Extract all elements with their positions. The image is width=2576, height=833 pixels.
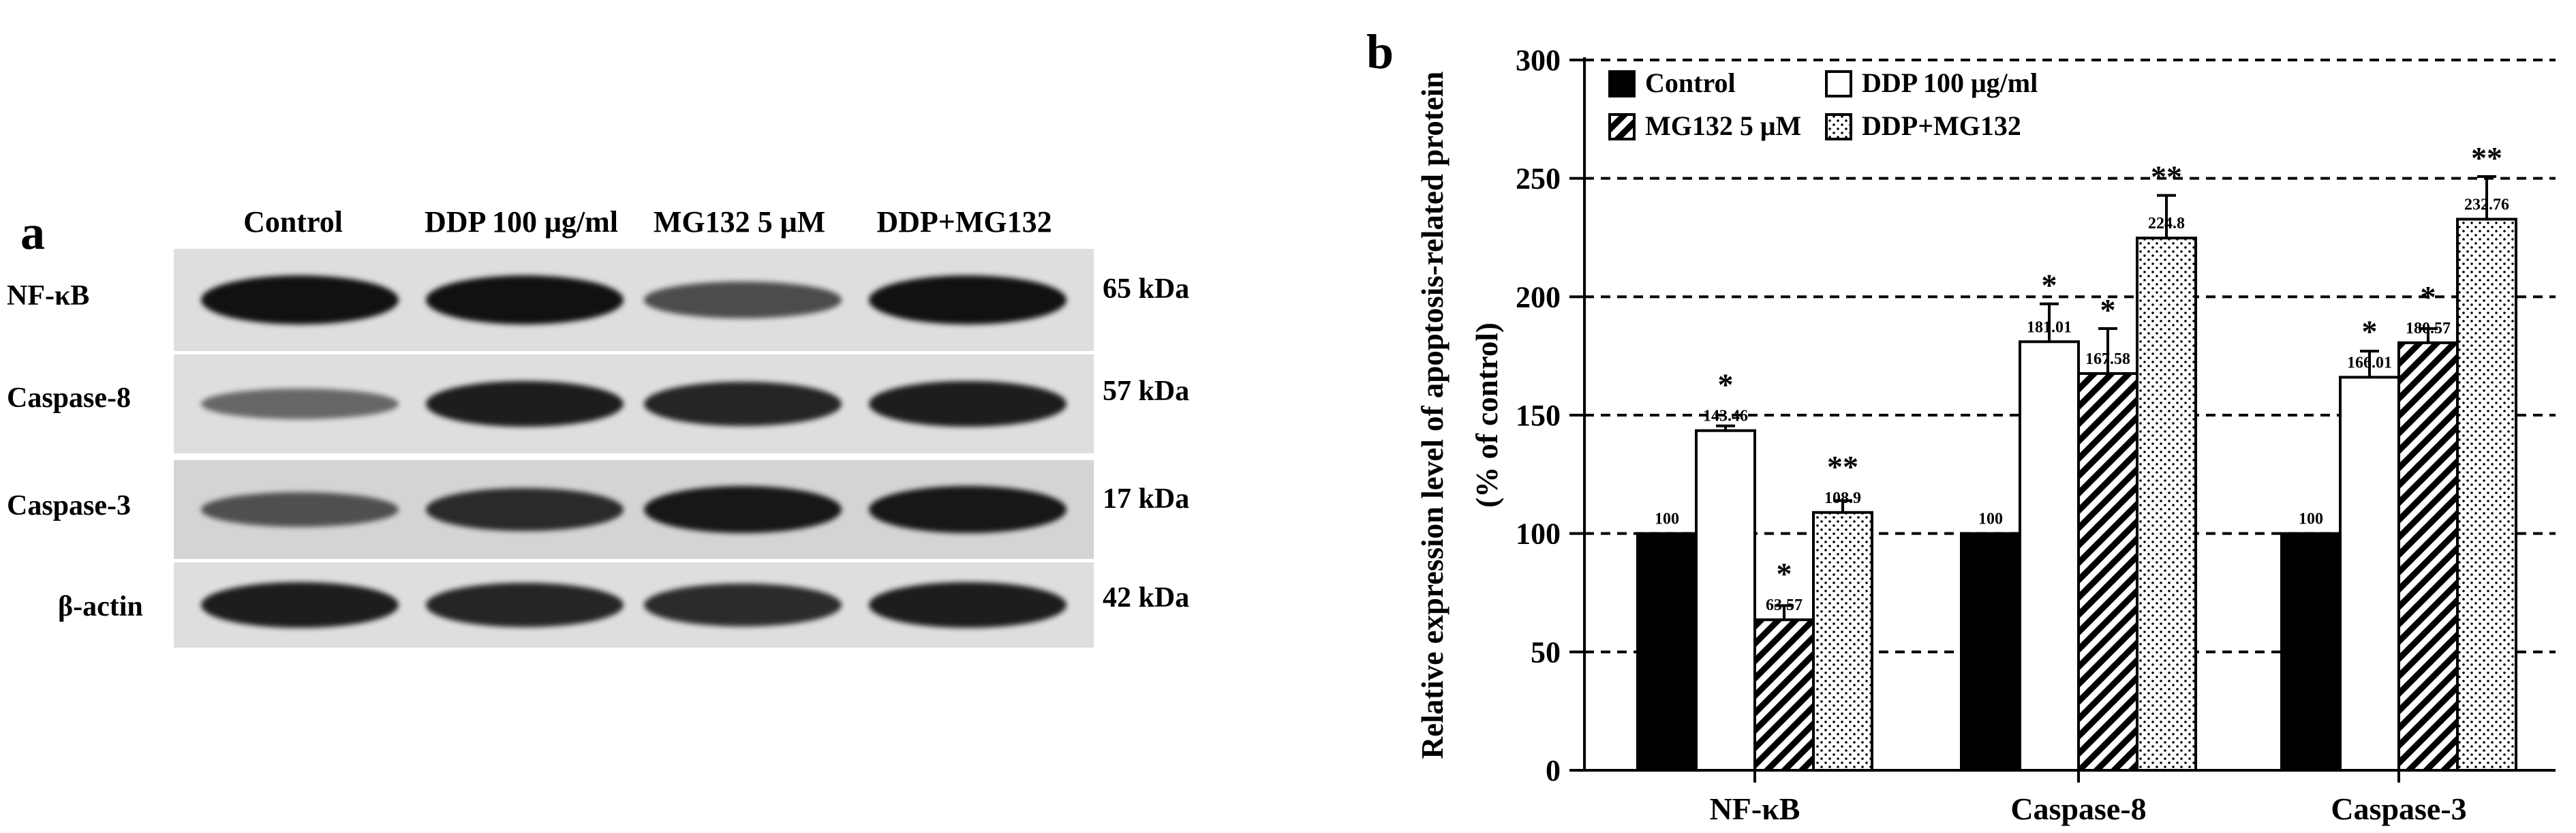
blot-strip-nfkb: [174, 249, 1094, 351]
data-label: 180.57: [2406, 320, 2451, 337]
significance-marker: **: [2471, 140, 2502, 175]
legend-swatch: [1825, 113, 1852, 140]
bar: [1636, 532, 1698, 772]
data-label: 63.57: [1766, 596, 1803, 614]
blot-band-caspase3-lane-1: [201, 492, 399, 527]
bar: [2280, 532, 2342, 772]
blot-band-nfkb-lane-4: [869, 275, 1067, 324]
row-label-caspase3: Caspase-3: [7, 490, 132, 521]
y-tick-label: 300: [1516, 44, 1561, 77]
blot-band-caspase8-lane-3: [644, 381, 842, 427]
blot-band-beta-actin-lane-2: [426, 582, 624, 628]
blot-band-beta-actin-lane-3: [644, 583, 842, 627]
blot-strip-caspase8: [174, 354, 1094, 453]
x-category-label: Caspase-8: [2010, 791, 2146, 826]
blot-band-nfkb-lane-2: [426, 275, 624, 324]
bar: [2136, 237, 2197, 772]
blot-band-nfkb-lane-1: [201, 275, 399, 324]
bar: [2397, 341, 2459, 772]
blot-band-caspase3-lane-3: [644, 485, 842, 534]
data-label: 232.76: [2464, 196, 2509, 214]
data-label: 143.46: [1703, 408, 1748, 425]
data-label: 100: [1655, 511, 1679, 528]
y-axis-title: Relative expression level of apoptosis-r…: [1415, 72, 1450, 759]
legend-label: DDP 100 μg/ml: [1862, 67, 2038, 98]
bar: [2339, 376, 2400, 772]
legend-swatch: [1608, 113, 1636, 140]
x-category-label: Caspase-3: [2331, 791, 2466, 826]
blot-band-caspase8-lane-1: [201, 389, 399, 419]
data-label: 100: [1978, 511, 2003, 528]
blot-band-caspase8-lane-4: [869, 380, 1067, 427]
data-label: 181.01: [2027, 318, 2072, 336]
lane-header-mg132: MG132 5 μM: [653, 205, 826, 239]
lane-header-ddp: DDP 100 μg/ml: [424, 205, 619, 239]
significance-marker: *: [2042, 268, 2057, 303]
blot-band-caspase3-lane-4: [869, 485, 1067, 534]
y-tick-label: 50: [1531, 635, 1561, 669]
legend-swatch: [1825, 70, 1852, 97]
y-tick-label: 150: [1516, 399, 1561, 432]
blot-band-nfkb-lane-3: [644, 282, 842, 318]
bar: [1960, 532, 2021, 772]
data-label: 167.58: [2085, 350, 2130, 368]
bar: [2019, 340, 2080, 772]
significance-marker: *: [1777, 556, 1792, 591]
panel-b-letter: b: [1366, 25, 1394, 79]
blot-band-caspase3-lane-2: [426, 487, 624, 532]
kda-caspase8: 57 kDa: [1103, 376, 1190, 407]
blot-band-beta-actin-lane-4: [869, 581, 1067, 628]
legend-label: DDP+MG132: [1862, 110, 2021, 141]
row-label-beta-actin: β-actin: [58, 591, 143, 622]
significance-marker: *: [2362, 314, 2378, 348]
data-label: 224.8: [2148, 215, 2185, 232]
y-tick-label: 100: [1516, 517, 1561, 551]
data-label: 166.01: [2347, 354, 2392, 372]
significance-marker: *: [1718, 367, 1734, 402]
x-category-label: NF-κB: [1710, 791, 1800, 826]
kda-caspase3: 17 kDa: [1103, 483, 1190, 515]
y-tick-label: 200: [1516, 280, 1561, 314]
significance-marker: *: [2421, 279, 2436, 314]
significance-marker: *: [2100, 292, 2116, 327]
kda-nfkb: 65 kDa: [1103, 273, 1190, 305]
legend-label: Control: [1645, 67, 1736, 98]
y-axis-subtitle: (% of control): [1470, 322, 1504, 508]
kda-beta-actin: 42 kDa: [1103, 582, 1190, 614]
row-label-nfkb: NF-κB: [7, 280, 90, 312]
y-tick-label: 250: [1516, 162, 1561, 196]
significance-marker: **: [2151, 160, 2182, 194]
row-label-caspase8: Caspase-8: [7, 382, 132, 414]
blot-strip-beta-actin: [174, 562, 1094, 648]
lane-header-control: Control: [243, 205, 343, 239]
lane-header-ddp-mg132: DDP+MG132: [876, 205, 1052, 239]
panel-a-letter: a: [20, 205, 45, 260]
data-label: 108.9: [1824, 489, 1861, 507]
legend-label: MG132 5 μM: [1645, 110, 1801, 141]
blot-band-beta-actin-lane-1: [201, 581, 399, 628]
bar: [2456, 217, 2517, 772]
significance-marker: **: [1827, 449, 1858, 484]
legend-swatch: [1608, 70, 1636, 97]
y-tick-label: 0: [1546, 754, 1561, 787]
bar: [1753, 618, 1815, 772]
data-label: 100: [2299, 511, 2323, 528]
bar: [1695, 429, 1756, 772]
blot-strip-caspase3: [174, 460, 1094, 559]
bar: [2077, 372, 2138, 772]
bar: [1812, 511, 1873, 772]
blot-band-caspase8-lane-2: [426, 380, 624, 427]
